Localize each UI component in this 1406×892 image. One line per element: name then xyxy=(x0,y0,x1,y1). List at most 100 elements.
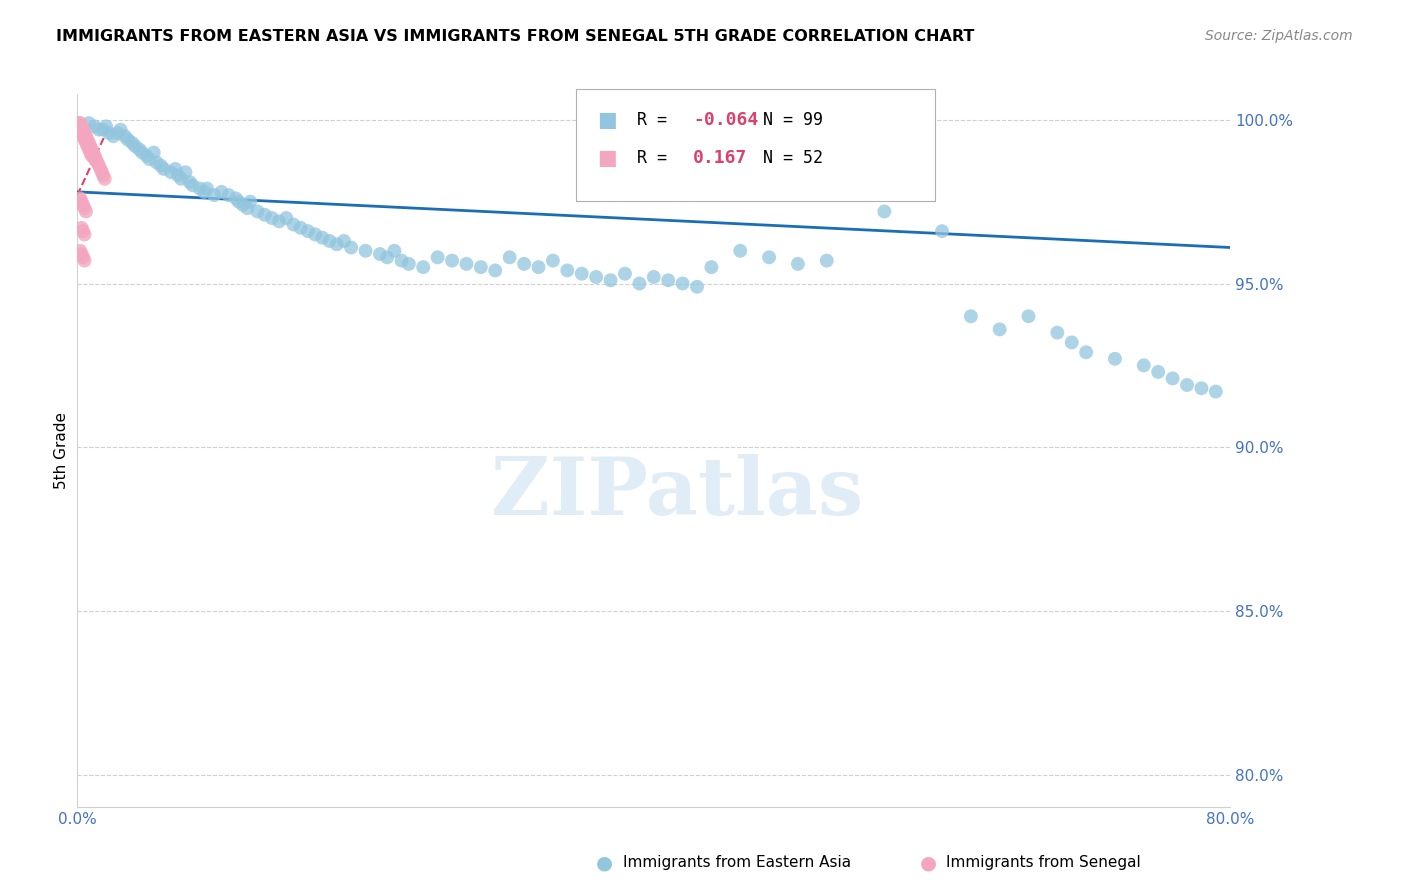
Point xyxy=(931,224,953,238)
Point xyxy=(211,185,233,199)
Point xyxy=(75,136,97,150)
Point xyxy=(225,191,247,205)
Point xyxy=(142,145,165,160)
Point xyxy=(484,263,506,277)
Point xyxy=(541,253,564,268)
Point xyxy=(730,244,752,258)
Point xyxy=(188,181,211,195)
Point xyxy=(70,194,93,209)
Point xyxy=(75,129,97,144)
Point xyxy=(700,260,723,274)
Point xyxy=(571,267,593,281)
Point xyxy=(311,230,333,244)
Point xyxy=(218,188,240,202)
Text: Immigrants from Eastern Asia: Immigrants from Eastern Asia xyxy=(623,855,851,870)
Point xyxy=(76,132,98,146)
Point xyxy=(643,270,665,285)
Point xyxy=(456,257,478,271)
Point xyxy=(426,250,449,264)
Point xyxy=(103,129,125,144)
Point xyxy=(758,250,780,264)
Point xyxy=(815,253,838,268)
Point xyxy=(1046,326,1069,340)
Point xyxy=(90,165,112,179)
Point xyxy=(149,159,172,173)
Point xyxy=(107,126,129,140)
Point xyxy=(441,253,464,268)
Point xyxy=(290,220,312,235)
Point xyxy=(73,129,96,144)
Point xyxy=(86,155,108,169)
Point xyxy=(96,120,118,134)
Point xyxy=(73,126,96,140)
Point xyxy=(70,247,93,261)
Point xyxy=(84,152,107,166)
Text: Source: ZipAtlas.com: Source: ZipAtlas.com xyxy=(1205,29,1353,43)
Point xyxy=(69,116,91,130)
Point xyxy=(70,120,93,134)
Point xyxy=(76,136,98,150)
Point xyxy=(470,260,492,274)
Point xyxy=(1060,335,1083,350)
Point xyxy=(73,201,96,215)
Point xyxy=(77,136,100,150)
Point xyxy=(412,260,434,274)
Point xyxy=(160,165,183,179)
Point xyxy=(75,204,97,219)
Point xyxy=(340,240,363,254)
Point xyxy=(672,277,695,291)
Point xyxy=(318,234,340,248)
Point xyxy=(77,139,100,153)
Point xyxy=(657,273,679,287)
Point xyxy=(1161,371,1184,385)
Point xyxy=(333,234,356,248)
Point xyxy=(67,116,90,130)
Text: -0.064: -0.064 xyxy=(693,112,758,129)
Text: ●: ● xyxy=(596,853,613,872)
Point xyxy=(72,198,94,212)
Text: R =: R = xyxy=(637,112,676,129)
Text: ■: ■ xyxy=(598,148,617,168)
Point xyxy=(79,139,101,153)
Point xyxy=(246,204,269,219)
Point xyxy=(75,132,97,146)
Point xyxy=(1147,365,1170,379)
Text: ■: ■ xyxy=(598,111,617,130)
Point xyxy=(80,149,103,163)
Text: IMMIGRANTS FROM EASTERN ASIA VS IMMIGRANTS FROM SENEGAL 5TH GRADE CORRELATION CH: IMMIGRANTS FROM EASTERN ASIA VS IMMIGRAN… xyxy=(56,29,974,44)
Point xyxy=(121,136,143,150)
Point xyxy=(83,120,105,134)
Point xyxy=(628,277,651,291)
Point xyxy=(202,188,225,202)
Text: N = 52: N = 52 xyxy=(763,149,824,167)
Point xyxy=(124,139,146,153)
Point xyxy=(70,122,93,136)
Point xyxy=(82,149,104,163)
Point xyxy=(195,181,218,195)
Point xyxy=(91,122,114,136)
Point xyxy=(276,211,298,225)
Point xyxy=(499,250,522,264)
Point xyxy=(128,142,150,156)
Point xyxy=(87,159,110,173)
Point xyxy=(89,161,111,176)
Point xyxy=(79,142,101,156)
Point xyxy=(77,142,100,156)
Point xyxy=(72,250,94,264)
Point xyxy=(93,171,115,186)
Point xyxy=(260,211,283,225)
Text: Immigrants from Senegal: Immigrants from Senegal xyxy=(946,855,1142,870)
Point xyxy=(69,122,91,136)
Point xyxy=(72,129,94,144)
Point xyxy=(253,208,276,222)
Point xyxy=(82,145,104,160)
Point xyxy=(988,322,1011,336)
Point xyxy=(73,253,96,268)
Point xyxy=(614,267,637,281)
Point xyxy=(179,175,201,189)
Point xyxy=(70,220,93,235)
Point xyxy=(557,263,579,277)
Point xyxy=(228,194,250,209)
Point xyxy=(787,257,810,271)
Point xyxy=(117,132,139,146)
